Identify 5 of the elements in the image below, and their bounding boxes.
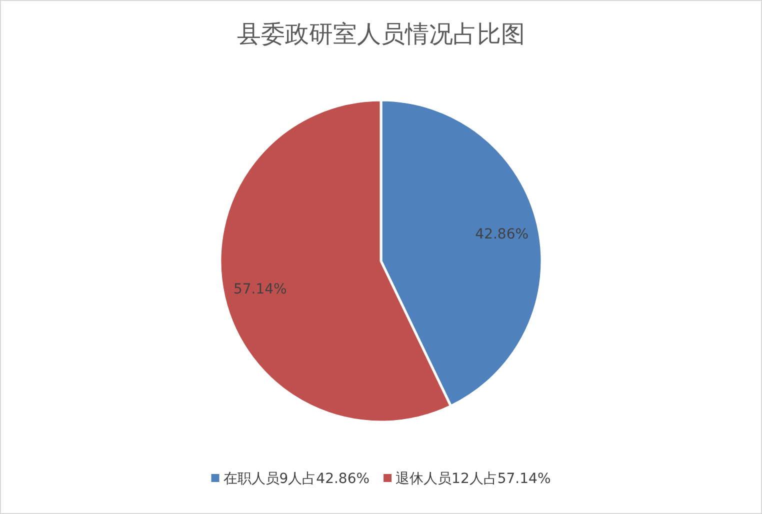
chart-title: 县委政研室人员情况占比图 [237,20,525,48]
data-label: 42.86% [475,226,529,242]
legend-label: 在职人员9人占42.86% [223,471,370,487]
data-label: 57.14% [233,282,287,298]
legend-label: 退休人员12人占57.14% [396,471,551,487]
